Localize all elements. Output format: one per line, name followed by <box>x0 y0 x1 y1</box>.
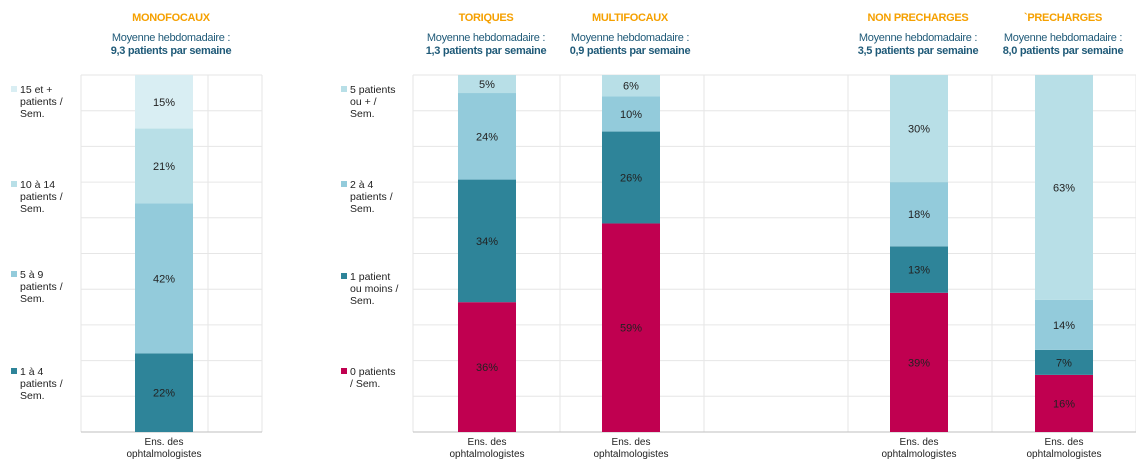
data-label: 26% <box>620 173 642 185</box>
category-label: Ens. des ophtalmologistes <box>1026 437 1101 460</box>
bar-segment <box>458 93 516 180</box>
bar-segment <box>602 96 660 132</box>
data-label: 22% <box>153 388 175 400</box>
legend-monofocaux: 15 et + patients / Sem. 10 à 14 patients / Se… <box>11 84 63 402</box>
legend-swatch <box>341 273 347 279</box>
average-text: 0,9 patients par semaine <box>569 45 691 57</box>
bar-stack-3: 59% 26% 10% 6% Ens. des ophtalmologistes <box>593 75 669 460</box>
subtitle-text: Moyenne hebdomadaire : <box>570 32 690 44</box>
bar-segment <box>602 75 660 97</box>
panel-title: TORIQUES <box>458 12 514 24</box>
data-label: 14% <box>1053 320 1075 332</box>
legend-swatch <box>341 181 347 187</box>
legend-label: 5 à 9 patients / Sem. <box>20 269 63 305</box>
data-label: 34% <box>476 236 498 248</box>
data-label: 39% <box>908 357 930 369</box>
legend-swatch <box>11 368 17 374</box>
data-label: 21% <box>153 161 175 173</box>
panel-title: MONOFOCAUX <box>132 12 210 24</box>
plot-frame-2 <box>412 74 1136 433</box>
data-label: 42% <box>153 273 175 285</box>
panel-title: NON PRECHARGES <box>867 12 969 24</box>
data-label: 6% <box>623 81 639 93</box>
data-label: 16% <box>1053 398 1075 410</box>
panel-subtitle: Moyenne hebdomadaire : 8,0 patients par … <box>988 32 1136 58</box>
data-label: 7% <box>1056 357 1072 369</box>
bar-stack-4: 39% 13% 18% 30% Ens. des ophtalmologistes <box>881 75 957 460</box>
subtitle-text: Moyenne hebdomadaire : <box>1003 32 1123 44</box>
bar-segment <box>890 182 948 247</box>
bar-segment <box>458 75 516 94</box>
data-label: 59% <box>620 323 642 335</box>
average-text: 1,3 patients par semaine <box>425 45 547 57</box>
panel-subtitle: Moyenne hebdomadaire : 1,3 patients par … <box>411 32 561 58</box>
legend-lenses: 5 patients ou + / Sem. 2 à 4 patients / Sem. 1… <box>341 84 399 390</box>
bar-segment <box>602 223 660 432</box>
data-label: 24% <box>476 131 498 143</box>
legend-label: 0 patients / Sem. <box>350 366 396 390</box>
data-label: 13% <box>908 265 930 277</box>
panel-title: `PRECHARGES <box>1024 12 1102 24</box>
category-label: Ens. des ophtalmologistes <box>593 437 668 460</box>
legend-label: 1 à 4 patients / Sem. <box>20 366 63 402</box>
bar-segment <box>135 203 193 354</box>
bar-segment <box>458 179 516 303</box>
average-text: 9,3 patients par semaine <box>110 45 232 57</box>
bar-stack-1: 22% 42% 21% 15% Ens. des ophtalmologistes <box>126 75 202 460</box>
panel-header-precharges: `PRECHARGES Moyenne hebdomadaire : 8,0 p… <box>988 12 1136 58</box>
panel-title: MULTIFOCAUX <box>592 12 668 24</box>
data-label: 10% <box>620 109 642 121</box>
bar-stack-5: 16% 7% 14% 63% Ens. des ophtalmologistes <box>1026 75 1102 460</box>
bar-segment <box>890 75 948 183</box>
average-text: 3,5 patients par semaine <box>857 45 979 57</box>
bar-segment <box>602 131 660 224</box>
data-label: 30% <box>908 124 930 136</box>
panel-header-monofocaux: MONOFOCAUX Moyenne hebdomadaire : 9,3 pa… <box>96 12 246 58</box>
legend-swatch <box>341 86 347 92</box>
bar-segment <box>1035 374 1093 432</box>
panel-header-multifocaux: MULTIFOCAUX Moyenne hebdomadaire : 0,9 p… <box>555 12 705 58</box>
bar-segment <box>1035 349 1093 375</box>
legend-swatch <box>11 86 17 92</box>
bar-segment <box>1035 299 1093 350</box>
legend-label: 1 patient ou moins / Sem. <box>350 271 399 307</box>
legend-label: 10 à 14 patients / Sem. <box>20 179 63 215</box>
legend-label: 5 patients ou + / Sem. <box>350 84 396 120</box>
data-label: 36% <box>476 362 498 374</box>
bar-segment <box>458 302 516 432</box>
data-label: 63% <box>1053 182 1075 194</box>
subtitle-text: Moyenne hebdomadaire : <box>426 32 546 44</box>
legend-label: 15 et + patients / Sem. <box>20 84 63 120</box>
bar-segment <box>890 246 948 293</box>
data-label: 15% <box>153 97 175 109</box>
bar-segment <box>1035 75 1093 300</box>
bar-segment <box>135 353 193 432</box>
panel-subtitle: Moyenne hebdomadaire : 9,3 patients par … <box>96 32 246 58</box>
average-text: 8,0 patients par semaine <box>1002 45 1124 57</box>
legend-swatch <box>11 181 17 187</box>
bar-segment <box>135 128 193 204</box>
bar-segment <box>890 292 948 432</box>
panel-subtitle: Moyenne hebdomadaire : 3,5 patients par … <box>843 32 993 58</box>
bar-stack-2: 36% 34% 24% 5% Ens. des ophtalmologistes <box>449 75 525 460</box>
subtitle-text: Moyenne hebdomadaire : <box>111 32 231 44</box>
data-label: 18% <box>908 209 930 221</box>
panel-header-non-precharges: NON PRECHARGES Moyenne hebdomadaire : 3,… <box>843 12 993 58</box>
data-label: 5% <box>479 79 495 91</box>
bar-segment <box>135 75 193 129</box>
panel-header-toriques: TORIQUES Moyenne hebdomadaire : 1,3 pati… <box>411 12 561 58</box>
legend-swatch <box>11 271 17 277</box>
legend-swatch <box>341 368 347 374</box>
category-label: Ens. des ophtalmologistes <box>126 437 201 460</box>
panel-subtitle: Moyenne hebdomadaire : 0,9 patients par … <box>555 32 705 58</box>
category-label: Ens. des ophtalmologistes <box>449 437 524 460</box>
legend-label: 2 à 4 patients / Sem. <box>350 179 393 215</box>
category-label: Ens. des ophtalmologistes <box>881 437 956 460</box>
subtitle-text: Moyenne hebdomadaire : <box>858 32 978 44</box>
